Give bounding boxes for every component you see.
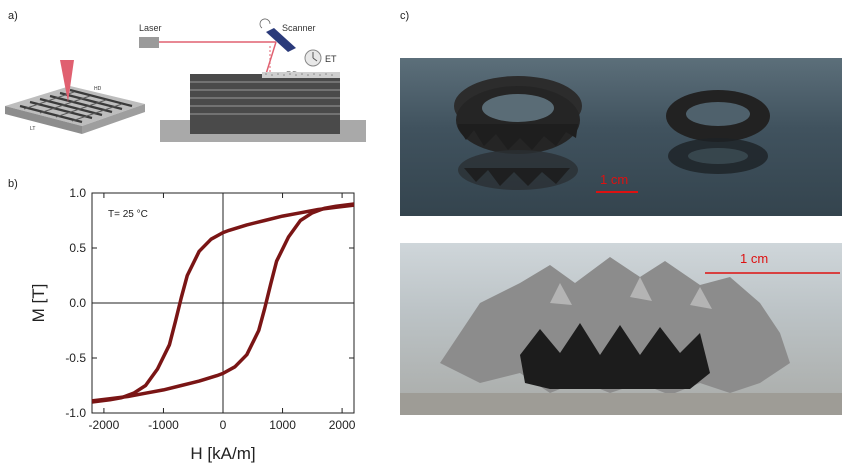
y-tick-label: 0.0 bbox=[69, 296, 86, 310]
laser-source bbox=[139, 37, 159, 48]
layer-stack bbox=[160, 72, 366, 142]
torus-part bbox=[666, 90, 770, 174]
x-tick-label: 2000 bbox=[329, 418, 356, 432]
et-label: ET bbox=[325, 54, 337, 64]
panel-label-a: a) bbox=[8, 10, 18, 22]
x-tick-label: 1000 bbox=[269, 418, 296, 432]
hd-label: HD bbox=[94, 86, 102, 92]
y-tick-label: 0.5 bbox=[69, 241, 86, 255]
hysteresis-chart: -2000 -1000 0 1000 2000 -1.0 -0.5 0.0 0.5 1.0 T= … bbox=[29, 186, 356, 463]
hysteresis-branch-1 bbox=[91, 203, 355, 404]
y-tick-label: -0.5 bbox=[65, 351, 86, 365]
scale-label-bottom: 1 cm bbox=[740, 251, 768, 266]
lt-label: LT bbox=[30, 126, 35, 132]
y-tick-label: 1.0 bbox=[69, 186, 86, 200]
x-axis-label: H [kA/m] bbox=[190, 444, 255, 463]
y-axis-label: M [T] bbox=[29, 284, 48, 323]
scanner bbox=[259, 18, 296, 52]
build-plate-iso bbox=[5, 60, 145, 134]
panel-label-c: c) bbox=[400, 10, 410, 22]
star-ring-part bbox=[454, 76, 582, 190]
x-tick-label: 0 bbox=[220, 418, 227, 432]
photo-printed-parts: 1 cm bbox=[400, 58, 842, 216]
closeup-part bbox=[400, 257, 842, 415]
panel-label-b: b) bbox=[8, 178, 18, 190]
curve-layer bbox=[91, 202, 355, 404]
hysteresis-branch-2 bbox=[91, 202, 355, 403]
temperature-annotation: T= 25 °C bbox=[108, 209, 148, 220]
x-tick-label: -2000 bbox=[89, 418, 120, 432]
tick-layer: -2000 -1000 0 1000 2000 -1.0 -0.5 0.0 0.5 1.0 bbox=[65, 186, 355, 432]
laser-label: Laser bbox=[139, 23, 162, 33]
schematic-figure: HD LT Laser Scanner ET PD bbox=[5, 18, 366, 142]
y-tick-label: -1.0 bbox=[65, 406, 86, 420]
photo-star-ring-closeup: 1 cm bbox=[400, 243, 842, 415]
scanner-label: Scanner bbox=[282, 23, 316, 33]
x-tick-label: -1000 bbox=[148, 418, 179, 432]
scale-label-top: 1 cm bbox=[600, 172, 628, 187]
